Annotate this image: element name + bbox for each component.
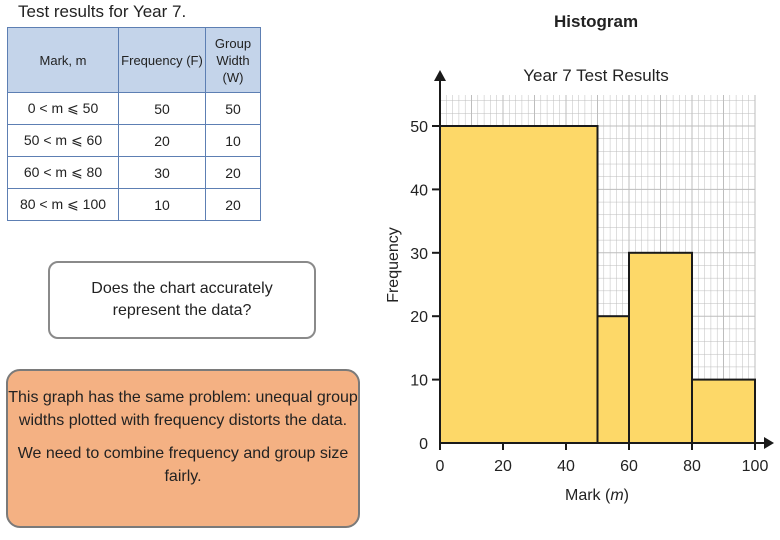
histogram-bar	[691, 378, 756, 445]
note-text-2: We need to combine frequency and group s…	[17, 445, 349, 485]
y-tick-label: 40	[410, 182, 428, 199]
table-row: 80 < m ⩽ 100 10 20	[7, 188, 261, 221]
question-box: Does the chart accurately represent the …	[48, 261, 316, 339]
x-tick-label: 100	[742, 458, 769, 475]
cell-frequency: 20	[118, 124, 206, 157]
chart-labels: 0 10 20 30 40 50 0 20 40 60 80 100 Year 7 Test Resul…	[385, 66, 768, 504]
question-text: Does the chart accurately represent the …	[91, 280, 273, 319]
cell-range: 80 < m ⩽ 100	[7, 188, 119, 221]
table-row: 60 < m ⩽ 80 30 20	[7, 156, 261, 189]
x-tick-label: 80	[683, 458, 701, 475]
x-tick-label: 40	[557, 458, 575, 475]
x-axis-label: Mark (m)	[565, 487, 629, 504]
x-tick-label: 0	[436, 458, 445, 475]
y-axis-label: Frequency	[385, 227, 402, 303]
chart-bars	[439, 125, 756, 445]
chart-title: Year 7 Test Results	[523, 66, 669, 85]
cell-width: 10	[205, 124, 261, 157]
cell-width: 20	[205, 188, 261, 221]
table-row: 50 < m ⩽ 60 20 10	[7, 124, 261, 157]
chart-axes	[432, 70, 774, 450]
y-tick-label: 30	[410, 246, 428, 263]
x-tick-label: 60	[620, 458, 638, 475]
y-tick-label: 50	[410, 119, 428, 136]
y-axis-arrow	[434, 70, 446, 81]
cell-range: 50 < m ⩽ 60	[7, 124, 119, 157]
histogram-bar	[596, 315, 630, 445]
note-text-1: This graph has the same problem: unequal…	[8, 389, 358, 429]
header-group-width: Group Width (W)	[205, 27, 261, 93]
note-box: This graph has the same problem: unequal…	[6, 369, 360, 528]
header-frequency: Frequency (F)	[118, 27, 206, 93]
cell-range: 60 < m ⩽ 80	[7, 156, 119, 189]
cell-range: 0 < m ⩽ 50	[7, 92, 119, 125]
histogram-bar	[628, 251, 693, 444]
cell-width: 20	[205, 156, 261, 189]
chart-header: Histogram	[554, 12, 639, 31]
histogram-bar	[439, 125, 599, 444]
results-table: Mark, m Frequency (F) Group Width (W) 0 …	[7, 27, 261, 221]
x-axis-arrow	[764, 437, 774, 449]
y-tick-label: 10	[410, 373, 428, 390]
table-header-row: Mark, m Frequency (F) Group Width (W)	[7, 27, 261, 93]
page-title: Test results for Year 7.	[18, 2, 187, 21]
x-tick-label: 20	[494, 458, 512, 475]
y-tick-label: 0	[419, 436, 428, 453]
cell-frequency: 10	[118, 188, 206, 221]
cell-frequency: 30	[118, 156, 206, 189]
y-tick-label: 20	[410, 309, 428, 326]
cell-width: 50	[205, 92, 261, 125]
